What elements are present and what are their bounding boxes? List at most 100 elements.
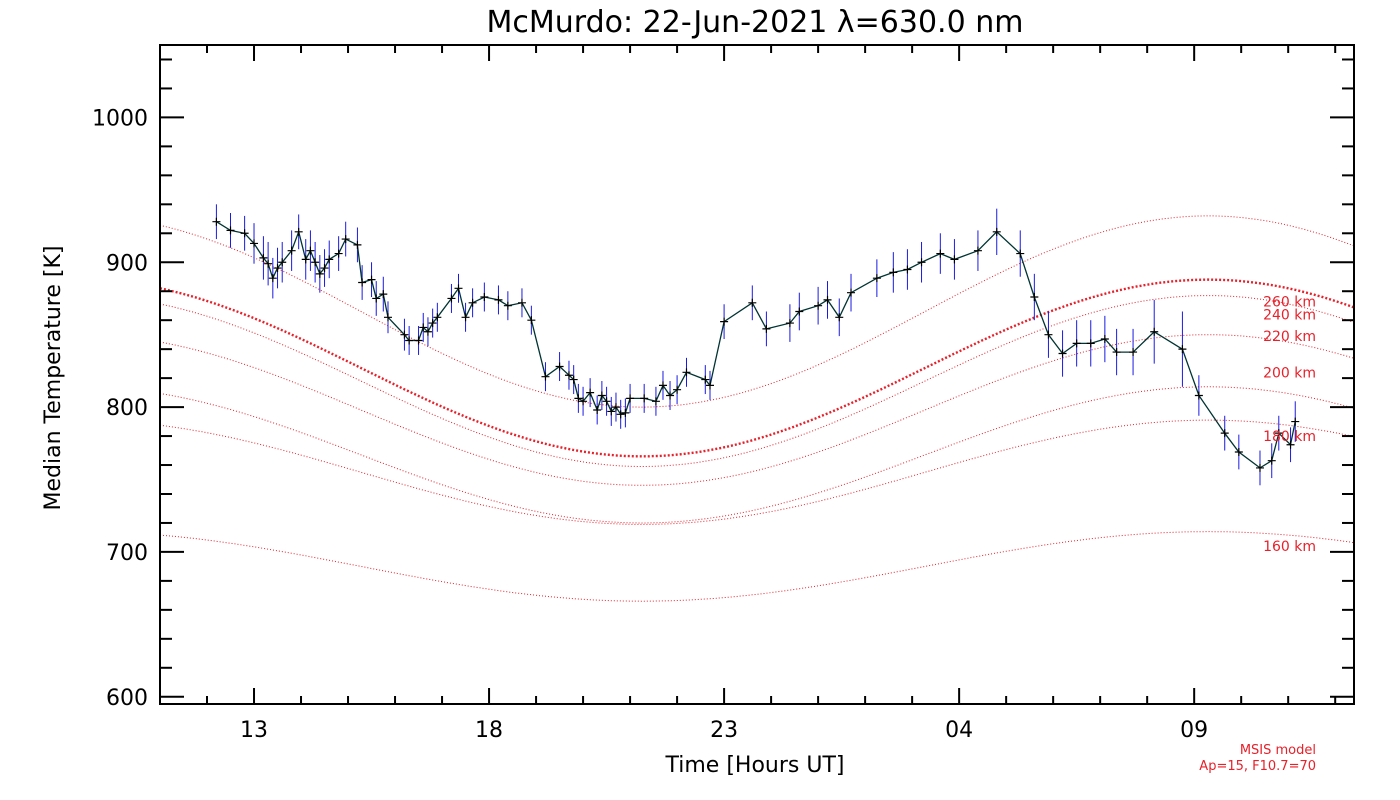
data-point: [278, 258, 287, 267]
y-tick-label: 900: [106, 251, 148, 276]
data-point: [785, 319, 794, 328]
data-point: [847, 288, 856, 297]
data-point: [1286, 440, 1295, 449]
data-point: [341, 235, 350, 244]
data-point: [1086, 339, 1095, 348]
data-point: [1030, 293, 1039, 302]
data-point: [835, 313, 844, 322]
data-point: [311, 258, 320, 267]
data-point: [611, 403, 620, 412]
tick-labels: 13 18 23 04 09 600 700 800 900 1000: [92, 106, 1208, 743]
model-label-260km: 260 km: [1263, 294, 1316, 310]
model-note-line2: Ap=15, F10.7=70: [1199, 759, 1316, 774]
data-point: [383, 313, 392, 322]
data-point: [903, 265, 912, 274]
data-point: [517, 298, 526, 307]
data-point: [264, 259, 273, 268]
data-point: [762, 324, 771, 333]
data-point: [626, 394, 635, 403]
data-point: [301, 255, 310, 264]
data-point: [673, 385, 682, 394]
data-point: [294, 227, 303, 236]
data-point: [527, 316, 536, 325]
data-point: [1255, 463, 1264, 472]
temperature-line: [216, 221, 1296, 469]
data-point: [325, 255, 334, 264]
data-point: [1178, 345, 1187, 354]
data-point: [461, 313, 470, 322]
data-point: [1150, 327, 1159, 336]
data-point: [268, 274, 277, 283]
data-point: [705, 381, 714, 390]
x-tick-label: 23: [710, 718, 738, 743]
data-point: [872, 274, 881, 283]
x-axis-label: Time [Hours UT]: [665, 753, 845, 778]
data-point: [666, 391, 675, 400]
data-point: [720, 317, 729, 326]
axis-ticks: [159, 45, 1354, 704]
data-point: [1234, 447, 1243, 456]
data-point: [658, 381, 667, 390]
model-curve-top: [159, 215, 1355, 408]
data-point: [353, 240, 362, 249]
model-label-200km: 200 km: [1263, 365, 1316, 381]
data-point: [602, 397, 611, 406]
data-point: [795, 307, 804, 316]
model-curve-200km: [159, 386, 1355, 524]
data-point: [306, 246, 315, 255]
data-point: [597, 391, 606, 400]
data-point: [1274, 429, 1283, 438]
model-label-240km: 240 km: [1263, 307, 1316, 323]
model-label-160km: 160 km: [1263, 539, 1316, 555]
x-tick-label: 18: [475, 718, 503, 743]
data-point: [428, 319, 437, 328]
data-point: [889, 268, 898, 277]
y-axis-label: Median Temperature [K]: [41, 246, 66, 511]
data-point: [334, 249, 343, 258]
model-label-180km: 180 km: [1263, 429, 1316, 445]
y-tick-label: 1000: [92, 106, 148, 131]
data-point: [367, 275, 376, 284]
data-point: [616, 410, 625, 419]
model-note-line1: MSIS model: [1240, 743, 1316, 758]
data-point: [586, 388, 595, 397]
data-point: [226, 226, 235, 235]
x-tick-label: 13: [240, 718, 268, 743]
data-point: [1072, 339, 1081, 348]
model-curve-160km: [159, 531, 1355, 602]
data-point: [569, 375, 578, 384]
data-point: [555, 362, 564, 371]
data-point: [273, 264, 282, 273]
temperature-data-series: [212, 204, 1300, 486]
data-point: [358, 278, 367, 287]
data-point: [468, 298, 477, 307]
x-tick-label: 04: [945, 718, 973, 743]
data-point: [454, 284, 463, 293]
data-point: [651, 397, 660, 406]
data-point: [433, 313, 442, 322]
model-curve-260km: [159, 278, 1355, 458]
data-point: [917, 258, 926, 267]
chart-title: McMurdo: 22-Jun-2021 λ=630.0 nm: [487, 5, 1024, 40]
data-point: [259, 253, 268, 262]
model-curve-180km: [159, 419, 1355, 525]
data-point: [1112, 348, 1121, 357]
model-curve-220km: [159, 334, 1355, 486]
data-point: [1100, 335, 1109, 344]
data-point: [701, 375, 710, 384]
data-point: [240, 229, 249, 238]
data-point: [503, 301, 512, 310]
data-point: [212, 217, 221, 226]
data-point: [1044, 330, 1053, 339]
data-point: [621, 408, 630, 417]
data-point: [494, 295, 503, 304]
data-point: [992, 227, 1001, 236]
plot-frame: [159, 44, 1355, 705]
data-point: [564, 371, 573, 380]
data-point: [480, 293, 489, 302]
data-point: [414, 336, 423, 345]
data-point: [574, 394, 583, 403]
x-tick-label: 09: [1180, 718, 1208, 743]
data-point: [579, 397, 588, 406]
data-point: [1267, 456, 1276, 465]
